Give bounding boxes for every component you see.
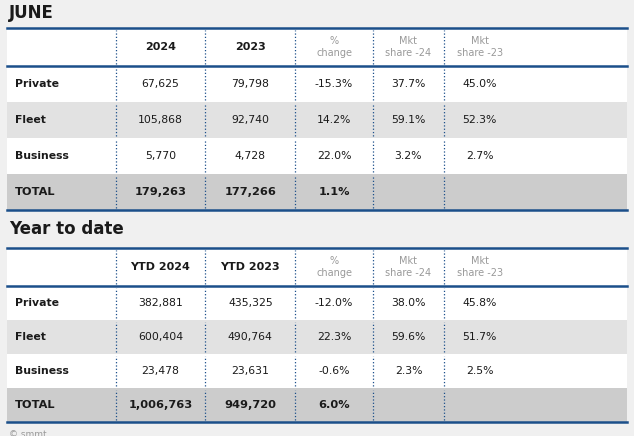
Text: 45.8%: 45.8%: [463, 298, 497, 308]
Bar: [7, 138, 627, 174]
Text: 5,770: 5,770: [145, 151, 176, 161]
Text: 6.0%: 6.0%: [318, 400, 350, 410]
Text: 23,478: 23,478: [141, 366, 179, 376]
Text: 2023: 2023: [235, 42, 266, 52]
Text: Fleet: Fleet: [15, 115, 46, 125]
Text: %
change: % change: [316, 256, 352, 278]
Text: JUNE: JUNE: [9, 4, 54, 22]
Text: Mkt
share -23: Mkt share -23: [456, 36, 503, 58]
Text: 382,881: 382,881: [138, 298, 183, 308]
Text: 23,631: 23,631: [231, 366, 269, 376]
Bar: [7, 102, 627, 138]
Text: 1,006,763: 1,006,763: [128, 400, 193, 410]
Text: 2024: 2024: [145, 42, 176, 52]
Text: 59.1%: 59.1%: [391, 115, 425, 125]
Text: 51.7%: 51.7%: [463, 332, 497, 342]
Bar: [7, 66, 627, 102]
Text: 3.2%: 3.2%: [395, 151, 422, 161]
Text: 22.3%: 22.3%: [317, 332, 351, 342]
Text: -15.3%: -15.3%: [315, 79, 353, 89]
Text: Business: Business: [15, 151, 69, 161]
Text: 177,266: 177,266: [224, 187, 276, 197]
Text: 14.2%: 14.2%: [317, 115, 351, 125]
Text: 2.7%: 2.7%: [466, 151, 493, 161]
Text: Business: Business: [15, 366, 69, 376]
Text: 67,625: 67,625: [141, 79, 179, 89]
Text: Mkt
share -23: Mkt share -23: [456, 256, 503, 278]
Bar: [7, 174, 627, 210]
Text: 4,728: 4,728: [235, 151, 266, 161]
Text: Mkt
share -24: Mkt share -24: [385, 36, 432, 58]
Bar: [7, 388, 627, 422]
Text: 179,263: 179,263: [134, 187, 186, 197]
Text: -0.6%: -0.6%: [318, 366, 350, 376]
Text: -12.0%: -12.0%: [315, 298, 353, 308]
Text: 59.6%: 59.6%: [391, 332, 425, 342]
Text: 490,764: 490,764: [228, 332, 273, 342]
Text: YTD 2023: YTD 2023: [221, 262, 280, 272]
Text: YTD 2024: YTD 2024: [131, 262, 190, 272]
Text: 600,404: 600,404: [138, 332, 183, 342]
Text: 1.1%: 1.1%: [318, 187, 350, 197]
Text: TOTAL: TOTAL: [15, 187, 56, 197]
Text: 45.0%: 45.0%: [462, 79, 497, 89]
Text: 22.0%: 22.0%: [317, 151, 351, 161]
Text: Mkt
share -24: Mkt share -24: [385, 256, 432, 278]
Text: TOTAL: TOTAL: [15, 400, 56, 410]
Text: %
change: % change: [316, 36, 352, 58]
Text: 52.3%: 52.3%: [463, 115, 497, 125]
Text: 435,325: 435,325: [228, 298, 273, 308]
Text: 2.5%: 2.5%: [466, 366, 493, 376]
Text: 949,720: 949,720: [224, 400, 276, 410]
Bar: [7, 248, 627, 286]
Text: 37.7%: 37.7%: [391, 79, 425, 89]
Bar: [7, 28, 627, 66]
Text: 2.3%: 2.3%: [395, 366, 422, 376]
Bar: [7, 320, 627, 354]
Text: Fleet: Fleet: [15, 332, 46, 342]
Text: 105,868: 105,868: [138, 115, 183, 125]
Text: Private: Private: [15, 79, 59, 89]
Text: 38.0%: 38.0%: [391, 298, 425, 308]
Bar: [7, 354, 627, 388]
Text: 92,740: 92,740: [231, 115, 269, 125]
Text: © smmt: © smmt: [9, 430, 47, 436]
Text: Year to date: Year to date: [9, 220, 124, 238]
Text: Private: Private: [15, 298, 59, 308]
Text: 79,798: 79,798: [231, 79, 269, 89]
Bar: [7, 286, 627, 320]
